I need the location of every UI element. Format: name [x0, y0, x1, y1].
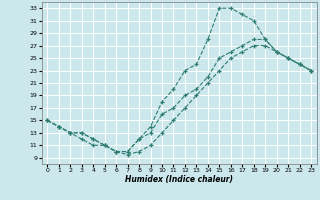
X-axis label: Humidex (Indice chaleur): Humidex (Indice chaleur) — [125, 175, 233, 184]
